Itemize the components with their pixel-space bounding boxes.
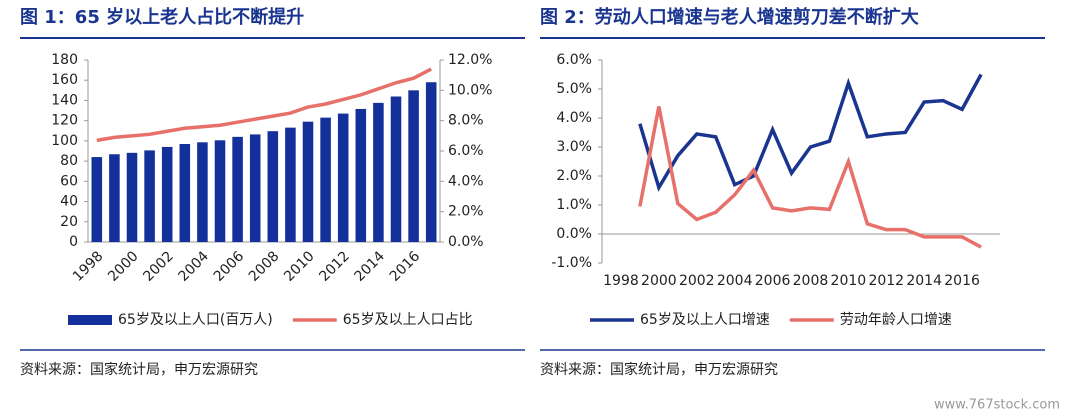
y2-tick-label: 6.0% xyxy=(448,143,484,159)
y-tick-label: 0 xyxy=(69,234,78,250)
bar xyxy=(126,152,138,242)
y-tick-label: 5.0% xyxy=(556,81,592,97)
x-tick-label: 2012 xyxy=(316,248,353,285)
bar xyxy=(373,102,384,242)
y-tick-label: 6.0% xyxy=(556,52,592,68)
y-tick-label: 60 xyxy=(60,173,78,189)
x-tick-label: 2008 xyxy=(793,273,829,289)
bar xyxy=(408,90,419,242)
y-tick-label: 80 xyxy=(60,153,78,169)
legend-swatch xyxy=(68,315,112,325)
bar xyxy=(320,117,331,242)
line xyxy=(638,106,982,249)
x-tick-label: 2002 xyxy=(140,248,177,285)
x-tick-label: 2000 xyxy=(105,248,142,285)
bar xyxy=(355,108,367,242)
x-tick-label: 2014 xyxy=(352,248,389,285)
legend-label: 劳动年龄人口增速 xyxy=(840,312,952,328)
bar xyxy=(337,113,349,242)
y2-tick-label: 0.0% xyxy=(448,234,484,250)
x-tick-label: 2012 xyxy=(868,273,904,289)
legend-label: 65岁及以上人口增速 xyxy=(640,312,770,328)
x-tick-label: 2016 xyxy=(944,273,980,289)
y-tick-label: 0.0% xyxy=(556,226,592,242)
bar xyxy=(109,154,120,242)
bar xyxy=(249,134,261,242)
y-tick-label: 120 xyxy=(51,113,78,129)
y-tick-label: 140 xyxy=(51,92,78,108)
y2-tick-label: 12.0% xyxy=(448,52,492,68)
bar xyxy=(91,157,103,242)
y-tick-label: 2.0% xyxy=(556,168,592,184)
line xyxy=(638,73,983,192)
x-tick-label: 2002 xyxy=(679,273,715,289)
y-tick-label: 160 xyxy=(51,72,78,88)
y2-tick-label: 10.0% xyxy=(448,82,492,98)
y-tick-label: 1.0% xyxy=(556,197,592,213)
x-tick-label: 1998 xyxy=(603,273,639,289)
x-tick-label: 2006 xyxy=(211,248,248,285)
x-tick-label: 2010 xyxy=(831,273,867,289)
y2-tick-label: 8.0% xyxy=(448,113,484,129)
source: 资料来源：国家统计局，申万宏源研究 xyxy=(540,361,778,378)
legend-label: 65岁及以上人口(百万人) xyxy=(118,312,273,328)
x-tick-label: 2006 xyxy=(755,273,791,289)
x-tick-label: 2008 xyxy=(246,248,283,285)
bar xyxy=(144,150,155,242)
y-tick-label: 100 xyxy=(51,133,78,149)
x-tick-label: 2000 xyxy=(641,273,677,289)
y2-tick-label: 2.0% xyxy=(448,204,484,220)
bar xyxy=(285,127,296,242)
line xyxy=(96,67,433,143)
bar xyxy=(214,140,226,242)
x-tick-label: 2004 xyxy=(176,248,213,285)
bar xyxy=(267,131,279,242)
bar xyxy=(179,144,191,242)
y-tick-label: 40 xyxy=(60,194,78,210)
bar xyxy=(302,121,314,242)
source: 资料来源：国家统计局，申万宏源研究 xyxy=(20,361,258,378)
y-tick-label: 4.0% xyxy=(556,110,592,126)
y-tick-label: -1.0% xyxy=(551,255,592,271)
x-tick-label: 1998 xyxy=(70,248,107,285)
chart-title: 图 2：劳动人口增速与老人增速剪刀差不断扩大 xyxy=(540,6,919,28)
y2-tick-label: 4.0% xyxy=(448,173,484,189)
bar xyxy=(390,96,402,242)
x-tick-label: 2014 xyxy=(906,273,942,289)
y-tick-label: 180 xyxy=(51,52,78,68)
y-tick-label: 20 xyxy=(60,214,78,230)
bar xyxy=(197,142,208,242)
x-tick-label: 2004 xyxy=(717,273,753,289)
x-tick-label: 2016 xyxy=(387,248,424,285)
watermark: www.767stock.com xyxy=(934,398,1060,413)
bar xyxy=(161,146,173,242)
bar xyxy=(425,82,437,242)
legend-label: 65岁及以上人口占比 xyxy=(343,312,473,328)
chart-title: 图 1：65 岁以上老人占比不断提升 xyxy=(20,6,304,28)
y-tick-label: 3.0% xyxy=(556,139,592,155)
bar xyxy=(232,136,243,242)
x-tick-label: 2010 xyxy=(281,248,318,285)
